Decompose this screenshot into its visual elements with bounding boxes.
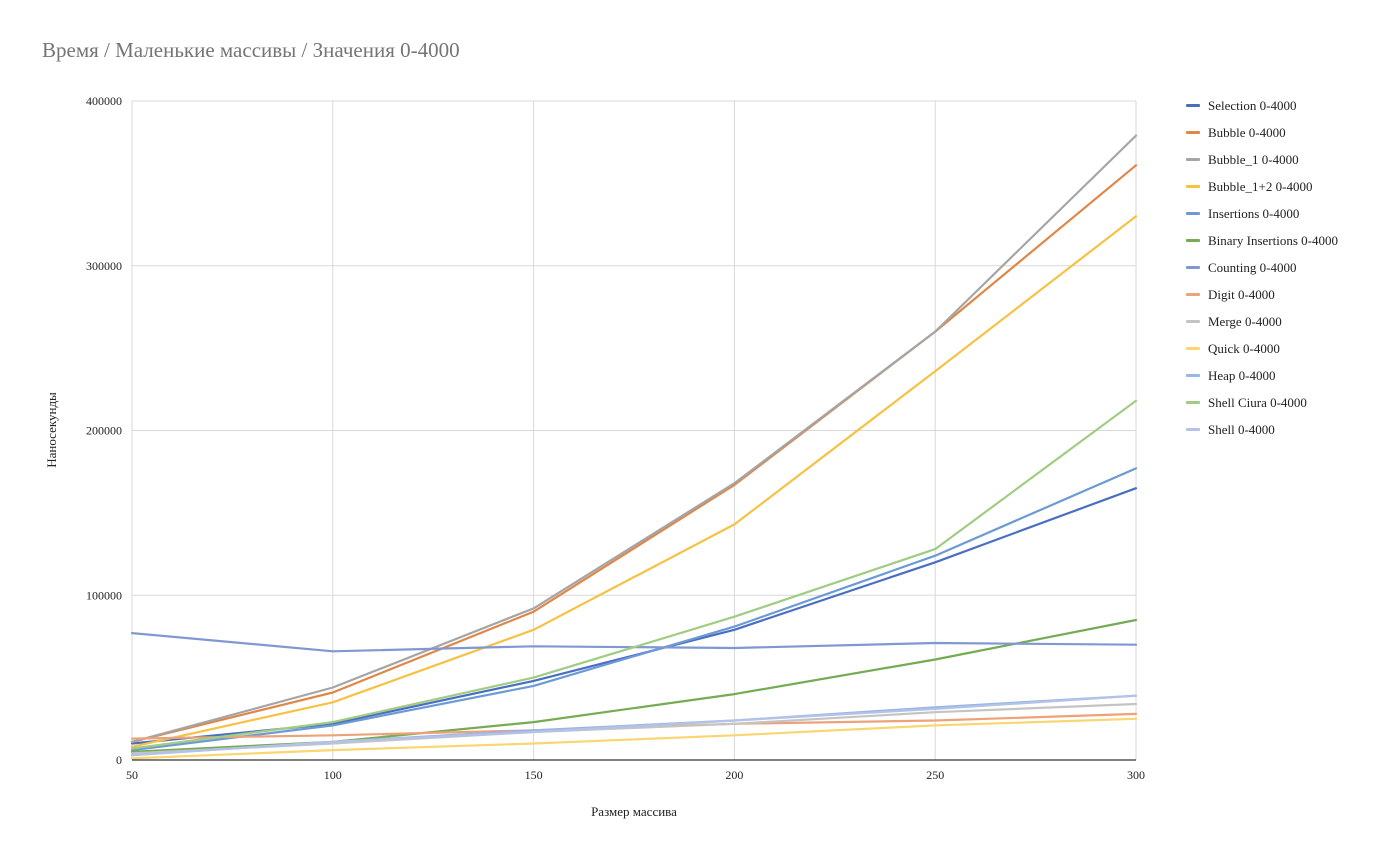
legend-item: Selection 0-4000 bbox=[1186, 92, 1338, 119]
series-line bbox=[130, 467, 1138, 752]
legend-label: Digit 0-4000 bbox=[1208, 286, 1275, 302]
legend-label: Selection 0-4000 bbox=[1208, 97, 1297, 113]
legend-swatch bbox=[1186, 428, 1200, 431]
legend-label: Bubble 0-4000 bbox=[1208, 124, 1286, 140]
legend-item: Heap 0-4000 bbox=[1186, 362, 1338, 389]
legend-swatch bbox=[1186, 212, 1200, 215]
series-line bbox=[130, 164, 1138, 744]
legend-swatch bbox=[1186, 158, 1200, 161]
legend-label: Insertions 0-4000 bbox=[1208, 205, 1300, 221]
legend-item: Quick 0-4000 bbox=[1186, 335, 1338, 362]
legend-swatch bbox=[1186, 347, 1200, 350]
y-axis-label: Наносекунды bbox=[44, 392, 59, 468]
legend-label: Shell 0-4000 bbox=[1208, 421, 1275, 437]
legend-label: Merge 0-4000 bbox=[1208, 313, 1282, 329]
series-line bbox=[130, 134, 1138, 744]
y-tick-label: 300000 bbox=[86, 259, 122, 273]
legend-swatch bbox=[1186, 239, 1200, 242]
legend-item: Merge 0-4000 bbox=[1186, 308, 1338, 335]
y-tick-label: 100000 bbox=[86, 588, 122, 602]
legend-item: Digit 0-4000 bbox=[1186, 281, 1338, 308]
legend-label: Bubble_1+2 0-4000 bbox=[1208, 178, 1313, 194]
chart-title: Время / Маленькие массивы / Значения 0-4… bbox=[42, 38, 460, 62]
y-tick-label: 0 bbox=[116, 753, 122, 767]
legend-item: Bubble_1 0-4000 bbox=[1186, 146, 1338, 173]
x-tick-label: 200 bbox=[725, 768, 743, 782]
legend-label: Binary Insertions 0-4000 bbox=[1208, 232, 1338, 248]
y-tick-label: 400000 bbox=[86, 94, 122, 108]
x-tick-labels: 50 100 150 200 250 300 bbox=[126, 768, 1145, 782]
x-tick-label: 50 bbox=[126, 768, 138, 782]
legend-swatch bbox=[1186, 293, 1200, 296]
legend: Selection 0-4000 Bubble 0-4000 Bubble_1 0-… bbox=[1186, 92, 1338, 443]
legend-swatch bbox=[1186, 104, 1200, 107]
series-line bbox=[130, 717, 1138, 760]
legend-label: Counting 0-4000 bbox=[1208, 259, 1297, 275]
legend-item: Shell Ciura 0-4000 bbox=[1186, 389, 1338, 416]
legend-item: Bubble_1+2 0-4000 bbox=[1186, 173, 1338, 200]
x-tick-label: 250 bbox=[926, 768, 944, 782]
legend-item: Shell 0-4000 bbox=[1186, 416, 1338, 443]
legend-label: Bubble_1 0-4000 bbox=[1208, 151, 1299, 167]
y-tick-labels: 0 100000 200000 300000 400000 bbox=[86, 94, 122, 767]
series-line bbox=[130, 694, 1138, 757]
legend-swatch bbox=[1186, 131, 1200, 134]
legend-swatch bbox=[1186, 401, 1200, 404]
series-lines bbox=[130, 134, 1138, 760]
x-tick-label: 300 bbox=[1127, 768, 1145, 782]
legend-swatch bbox=[1186, 185, 1200, 188]
legend-item: Counting 0-4000 bbox=[1186, 254, 1338, 281]
legend-swatch bbox=[1186, 320, 1200, 323]
legend-label: Shell Ciura 0-4000 bbox=[1208, 394, 1307, 410]
legend-item: Insertions 0-4000 bbox=[1186, 200, 1338, 227]
legend-swatch bbox=[1186, 266, 1200, 269]
x-tick-label: 150 bbox=[525, 768, 543, 782]
legend-swatch bbox=[1186, 374, 1200, 377]
legend-item: Bubble 0-4000 bbox=[1186, 119, 1338, 146]
series-line bbox=[130, 399, 1138, 750]
y-tick-label: 200000 bbox=[86, 424, 122, 438]
legend-item: Binary Insertions 0-4000 bbox=[1186, 227, 1338, 254]
grid-lines bbox=[131, 100, 1137, 760]
legend-label: Heap 0-4000 bbox=[1208, 367, 1276, 383]
x-tick-label: 100 bbox=[324, 768, 342, 782]
x-axis-label: Размер массива bbox=[591, 804, 677, 819]
legend-label: Quick 0-4000 bbox=[1208, 340, 1280, 356]
series-line bbox=[130, 215, 1138, 748]
